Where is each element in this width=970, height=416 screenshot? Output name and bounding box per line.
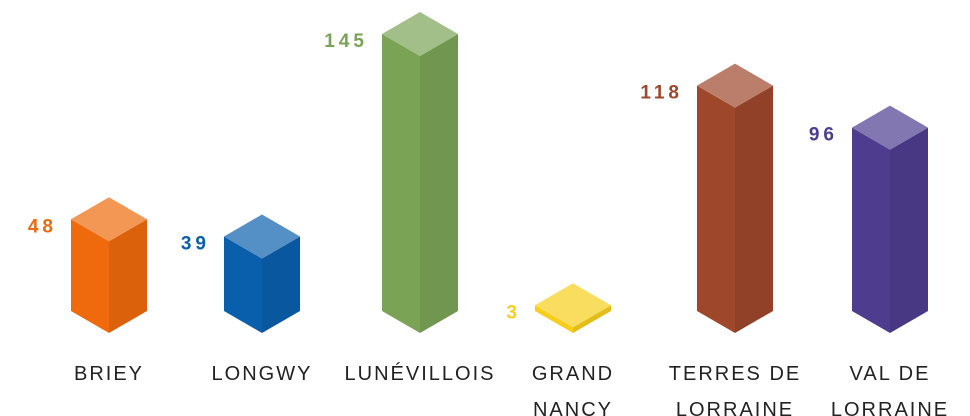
value-label: 96 [809,125,838,146]
bar-left-face [224,236,262,333]
bar-right-face [109,219,147,333]
bar [71,197,147,333]
bar [535,283,611,333]
bar [697,63,773,333]
bar-right-face [420,34,458,333]
bar [382,12,458,333]
bar-top-face [697,63,773,108]
category-label: LONGWY [211,363,313,385]
value-label: 118 [640,83,683,104]
bar-top-face [852,105,928,150]
bar-right-face [573,305,611,333]
bar-top-face [224,214,300,259]
value-label: 3 [506,302,521,323]
bar-left-face [535,305,573,333]
bar-right-face [262,236,300,333]
bar [224,214,300,333]
bar-right-face [890,127,928,333]
category-label: BRIEY [73,363,145,385]
bar-top-face [71,197,147,242]
bar-left-face [852,127,890,333]
bar-left-face [382,34,420,333]
bar-top-face [535,283,611,328]
value-label: 48 [28,216,57,237]
bar-top-face [382,12,458,56]
category-label: TERRES DE LORRAINE [668,363,802,416]
bar-left-face [697,85,735,333]
bar-right-face [735,85,773,333]
bar [852,105,928,333]
category-label: LUNÉVILLOIS [344,363,496,385]
category-label: GRAND NANCY [531,363,615,416]
category-label: VAL DE LORRAINE [830,363,950,416]
value-label: 39 [181,234,210,255]
bar-left-face [71,219,109,333]
value-label: 145 [324,31,368,52]
